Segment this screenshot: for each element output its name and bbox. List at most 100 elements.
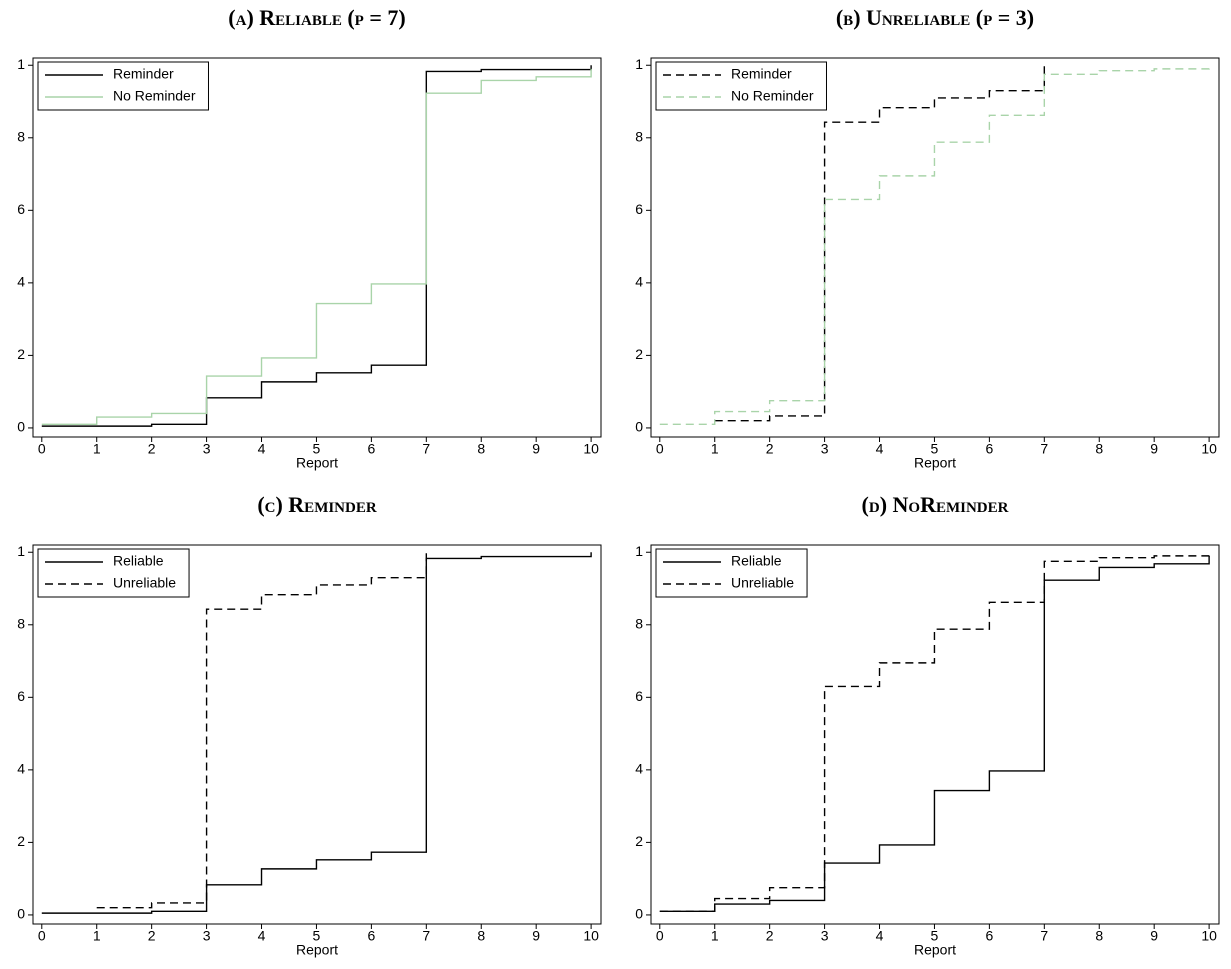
x-tick-label: 6 [367, 928, 375, 944]
y-tick-label: 4 [635, 274, 643, 290]
y-tick-label: 8 [17, 615, 25, 631]
y-tick-label: 1 [17, 56, 25, 72]
x-tick-label: 7 [1040, 441, 1048, 457]
x-axis-label: Report [296, 455, 338, 471]
x-tick-label: 5 [313, 441, 321, 457]
x-tick-label: 3 [821, 441, 829, 457]
x-tick-label: 0 [656, 441, 664, 457]
y-tick-label: 4 [17, 274, 25, 290]
x-tick-label: 4 [876, 441, 884, 457]
step-line [659, 552, 1210, 913]
y-tick-label: 0 [635, 419, 643, 435]
x-tick-label: 1 [93, 441, 101, 457]
y-tick-label: 8 [635, 128, 643, 144]
y-tick-label: 4 [17, 761, 25, 777]
x-tick-label: 2 [148, 441, 156, 457]
y-tick-label: 6 [17, 201, 25, 217]
y-tick-label: 2 [635, 346, 643, 362]
plot-frame [32, 57, 602, 438]
x-tick-label: 4 [876, 928, 884, 944]
legend-label: Reliable [731, 553, 782, 569]
y-tick-label: 2 [17, 346, 25, 362]
x-tick-label: 0 [38, 928, 46, 944]
x-tick-label: 0 [38, 441, 46, 457]
x-tick-label: 6 [367, 441, 375, 457]
y-tick-label: 0 [17, 906, 25, 922]
x-tick-label: 2 [766, 928, 774, 944]
x-tick-label: 1 [711, 441, 719, 457]
chart-title: (c) Reminder [257, 492, 377, 517]
x-tick-label: 10 [1201, 928, 1217, 944]
x-tick-label: 8 [1095, 441, 1103, 457]
legend-label: Unreliable [113, 575, 176, 591]
chart-title: (b) Unreliable (p = 3) [836, 5, 1034, 30]
chart-title: (a) Reliable (p = 7) [228, 5, 405, 30]
step-line [659, 555, 1210, 913]
plot-frame [650, 57, 1220, 438]
y-tick-label: 6 [635, 201, 643, 217]
x-axis-label: Report [914, 455, 956, 471]
x-tick-label: 4 [258, 441, 266, 457]
y-tick-label: 4 [635, 761, 643, 777]
legend-label: No Reminder [113, 88, 196, 104]
x-tick-label: 5 [313, 928, 321, 944]
x-tick-label: 4 [258, 928, 266, 944]
x-tick-label: 7 [1040, 928, 1048, 944]
y-tick-label: 0 [635, 906, 643, 922]
x-tick-label: 2 [766, 441, 774, 457]
y-tick-label: 1 [635, 543, 643, 559]
x-tick-label: 10 [583, 441, 599, 457]
step-line [714, 65, 1046, 422]
legend-box [37, 61, 209, 111]
y-tick-label: 8 [635, 615, 643, 631]
step-line [41, 68, 592, 426]
legend-label: No Reminder [731, 88, 814, 104]
x-tick-label: 8 [477, 441, 485, 457]
x-tick-label: 6 [985, 928, 993, 944]
y-tick-label: 6 [635, 688, 643, 704]
legend-label: Reminder [113, 66, 174, 82]
chart-title: (d) NoReminder [862, 492, 1009, 517]
y-tick-label: 0 [17, 419, 25, 435]
x-tick-label: 2 [148, 928, 156, 944]
x-tick-label: 3 [821, 928, 829, 944]
x-tick-label: 5 [931, 928, 939, 944]
legend-box [655, 548, 808, 598]
step-line [41, 65, 592, 427]
step-line [659, 65, 1210, 426]
legend-label: Reminder [731, 66, 792, 82]
x-axis-label: Report [914, 942, 956, 958]
y-tick-label: 2 [17, 833, 25, 849]
x-tick-label: 8 [477, 928, 485, 944]
y-tick-label: 8 [17, 128, 25, 144]
x-tick-label: 9 [532, 441, 540, 457]
legend-label: Reliable [113, 553, 164, 569]
x-tick-label: 8 [1095, 928, 1103, 944]
x-tick-label: 1 [93, 928, 101, 944]
x-tick-label: 9 [1150, 928, 1158, 944]
x-axis-label: Report [296, 942, 338, 958]
x-tick-label: 3 [203, 441, 211, 457]
y-tick-label: 2 [635, 833, 643, 849]
y-tick-label: 1 [635, 56, 643, 72]
y-tick-label: 1 [17, 543, 25, 559]
plot-frame [650, 544, 1220, 925]
x-tick-label: 10 [1201, 441, 1217, 457]
x-tick-label: 7 [422, 441, 430, 457]
legend-box [37, 548, 190, 598]
x-tick-label: 6 [985, 441, 993, 457]
plot-frame [32, 544, 602, 925]
x-tick-label: 0 [656, 928, 664, 944]
x-tick-label: 9 [532, 928, 540, 944]
x-tick-label: 5 [931, 441, 939, 457]
step-line [96, 552, 428, 909]
legend-label: Unreliable [731, 575, 794, 591]
x-tick-label: 9 [1150, 441, 1158, 457]
step-line [41, 552, 592, 914]
x-tick-label: 3 [203, 928, 211, 944]
legend-box [655, 61, 827, 111]
x-tick-label: 7 [422, 928, 430, 944]
x-tick-label: 10 [583, 928, 599, 944]
x-tick-label: 1 [711, 928, 719, 944]
